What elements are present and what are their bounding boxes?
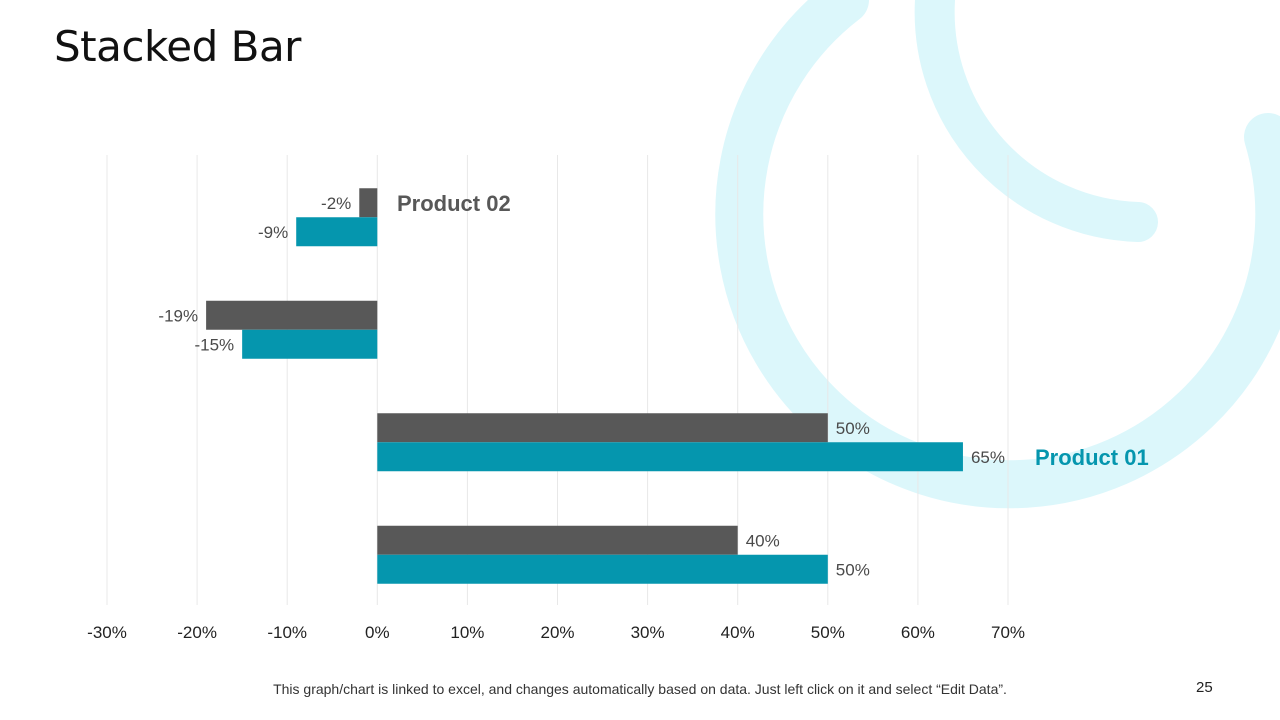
x-tick-label: 50% [811, 623, 845, 642]
decorative-arc-inner [914, 0, 1158, 242]
chart-data-labels: -2% -9% -19% -15% 50% 65% 40% 50% [158, 194, 1005, 580]
bar-product-02[interactable] [377, 525, 738, 555]
bar-product-02[interactable] [359, 188, 378, 218]
data-label: 50% [836, 419, 870, 438]
bar-product-02[interactable] [377, 413, 828, 443]
series-label-product-02: Product 02 [397, 191, 511, 216]
x-tick-label: 30% [631, 623, 665, 642]
bar-product-01[interactable] [242, 329, 378, 359]
series-label-product-01: Product 01 [1035, 445, 1149, 470]
x-tick-label: -30% [87, 623, 127, 642]
chart-series-labels: Product 02 Product 01 [397, 191, 1149, 470]
chart-axis-ticks: -30% -20% -10% 0% 10% 20% 30% 40% 50% 60% 70% [87, 623, 1025, 642]
bar-product-01[interactable] [377, 554, 828, 584]
data-label: 50% [836, 560, 870, 579]
x-tick-label: 10% [450, 623, 484, 642]
x-tick-label: 0% [365, 623, 390, 642]
slide-title: Stacked Bar [54, 22, 301, 71]
data-label: -9% [258, 223, 288, 242]
x-tick-label: 70% [991, 623, 1025, 642]
x-tick-label: 60% [901, 623, 935, 642]
bar-product-01[interactable] [296, 217, 378, 247]
data-label: 40% [746, 531, 780, 550]
data-label: -15% [194, 335, 234, 354]
page-number: 25 [1196, 679, 1213, 696]
x-tick-label: -10% [267, 623, 307, 642]
data-label: 65% [971, 448, 1005, 467]
data-label: -19% [158, 306, 198, 325]
footer-note: This graph/chart is linked to excel, and… [273, 681, 1007, 697]
x-tick-label: 40% [721, 623, 755, 642]
x-tick-label: -20% [177, 623, 217, 642]
chart-bars [206, 188, 963, 584]
x-tick-label: 20% [540, 623, 574, 642]
bar-product-01[interactable] [377, 442, 963, 472]
bar-product-02[interactable] [206, 300, 378, 330]
data-label: -2% [321, 194, 351, 213]
